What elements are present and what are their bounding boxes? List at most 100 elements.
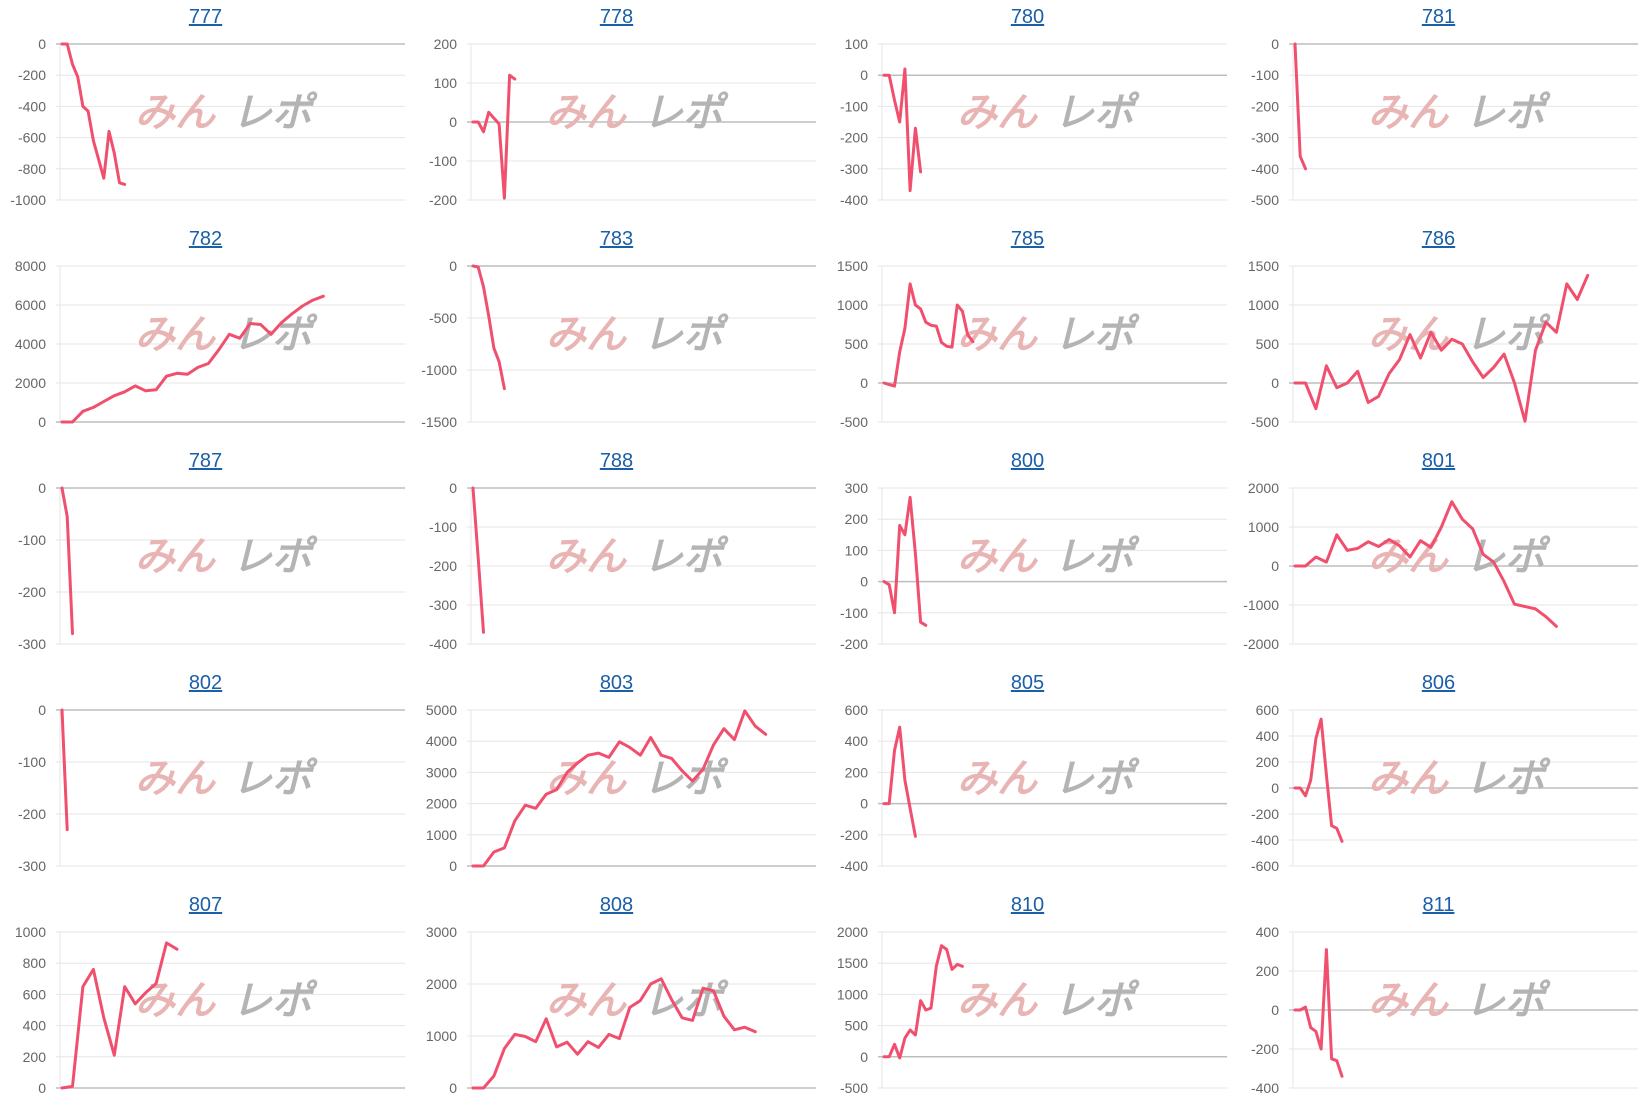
y-tick-label: -100 xyxy=(429,519,457,535)
chart-title-link[interactable]: 810 xyxy=(1010,894,1045,916)
svg-text:レポ: レポ xyxy=(1465,312,1551,358)
chart-title-link[interactable]: 811 xyxy=(1422,894,1455,916)
line-chart: 1500 1000 500 0 -500 みん レポ xyxy=(1248,258,1638,430)
y-tick-label: -300 xyxy=(18,858,46,874)
chart-title-link[interactable]: 803 xyxy=(599,672,634,694)
y-tick-label: 100 xyxy=(434,75,458,91)
svg-text:みん: みん xyxy=(546,90,628,136)
y-tick-label: 500 xyxy=(1256,336,1280,352)
svg-text:みん: みん xyxy=(957,978,1039,1024)
y-tick-label: 200 xyxy=(845,511,869,527)
line-chart: 1000 800 600 400 200 0 みん レポ xyxy=(15,924,405,1096)
chart-panel-810: 2000 1500 1000 500 0 -500 みん レポ 810 xyxy=(822,888,1233,1110)
line-chart: 600 400 200 0 -200 -400 -600 みん レポ xyxy=(1251,702,1638,874)
chart-title-link[interactable]: 807 xyxy=(188,894,223,916)
svg-text:みん: みん xyxy=(1368,978,1450,1024)
chart-title-link[interactable]: 781 xyxy=(1421,6,1456,28)
chart-title-link[interactable]: 780 xyxy=(1010,6,1045,28)
series-line-785 xyxy=(882,282,975,388)
y-tick-label: -400 xyxy=(1251,161,1279,177)
y-tick-label: 0 xyxy=(38,702,46,718)
y-tick-label: 0 xyxy=(38,480,46,496)
y-tick-label: -200 xyxy=(18,584,46,600)
watermark-logo: みん レポ xyxy=(546,534,729,580)
svg-text:みん: みん xyxy=(546,312,628,358)
y-tick-label: -100 xyxy=(429,153,457,169)
svg-text:みん: みん xyxy=(957,756,1039,802)
series-line-806 xyxy=(1293,717,1344,843)
svg-text:レポ: レポ xyxy=(643,756,729,802)
y-tick-label: -400 xyxy=(1251,1080,1279,1096)
chart-title-link[interactable]: 785 xyxy=(1010,228,1045,250)
chart-title-link[interactable]: 783 xyxy=(599,228,634,250)
svg-text:みん: みん xyxy=(957,534,1039,580)
chart-panel-811: 400 200 0 -200 -400 みん レポ 811 xyxy=(1233,888,1644,1110)
chart-panel-783: 0 -500 -1000 -1500 みん レポ 783 xyxy=(411,222,822,444)
y-tick-label: 5000 xyxy=(426,702,457,718)
series-line-808 xyxy=(471,977,757,1090)
watermark-logo: みん レポ xyxy=(957,534,1140,580)
y-tick-label: 1500 xyxy=(1248,258,1279,274)
y-tick-label: -500 xyxy=(1251,192,1279,208)
chart-title-link[interactable]: 787 xyxy=(188,450,223,472)
svg-text:みん: みん xyxy=(546,756,628,802)
y-tick-label: -400 xyxy=(429,636,457,652)
chart-title-link[interactable]: 805 xyxy=(1010,672,1045,694)
watermark-logo: みん レポ xyxy=(135,312,318,358)
series-line-801 xyxy=(1293,500,1558,628)
series-line-778 xyxy=(471,73,517,200)
y-tick-label: 3000 xyxy=(426,764,457,780)
watermark-logo: みん レポ xyxy=(1368,534,1551,580)
chart-title-link[interactable]: 782 xyxy=(188,228,223,250)
chart-title-link[interactable]: 801 xyxy=(1421,450,1456,472)
svg-text:レポ: レポ xyxy=(1465,90,1551,136)
y-tick-label: -200 xyxy=(1251,806,1279,822)
y-tick-label: 6000 xyxy=(15,297,46,313)
svg-text:レポ: レポ xyxy=(643,312,729,358)
y-tick-label: 100 xyxy=(845,36,869,52)
chart-panel-785: 1500 1000 500 0 -500 みん レポ 785 xyxy=(822,222,1233,444)
chart-title-link[interactable]: 808 xyxy=(599,894,634,916)
y-tick-label: -1000 xyxy=(421,362,457,378)
series-line-807 xyxy=(60,941,179,1090)
chart-title-link[interactable]: 786 xyxy=(1421,228,1456,250)
series-line-805 xyxy=(882,725,917,838)
y-tick-label: 0 xyxy=(860,796,868,812)
y-tick-label: -200 xyxy=(840,636,868,652)
svg-text:みん: みん xyxy=(546,978,628,1024)
y-tick-label: 200 xyxy=(1256,754,1280,770)
y-tick-label: 1000 xyxy=(426,827,457,843)
line-chart: 100 0 -100 -200 -300 -400 みん レポ xyxy=(840,36,1227,208)
y-tick-label: -500 xyxy=(429,310,457,326)
series-line-811 xyxy=(1293,948,1344,1078)
y-tick-label: 0 xyxy=(38,414,46,430)
chart-title-link[interactable]: 777 xyxy=(188,6,223,28)
chart-title-link[interactable]: 806 xyxy=(1421,672,1456,694)
line-chart: 1500 1000 500 0 -500 みん レポ xyxy=(837,258,1227,430)
svg-text:レポ: レポ xyxy=(1054,534,1140,580)
chart-title-link[interactable]: 800 xyxy=(1010,450,1045,472)
line-chart: 8000 6000 4000 2000 0 みん レポ xyxy=(15,258,405,430)
series-line-800 xyxy=(882,495,928,627)
line-chart: 600 400 200 0 -200 -400 みん レポ xyxy=(840,702,1227,874)
chart-title-link[interactable]: 802 xyxy=(188,672,223,694)
y-tick-label: -500 xyxy=(840,1080,868,1096)
svg-text:レポ: レポ xyxy=(232,90,318,136)
y-tick-label: 0 xyxy=(38,1080,46,1096)
chart-panel-805: 600 400 200 0 -200 -400 みん レポ 805 xyxy=(822,666,1233,888)
y-tick-label: 2000 xyxy=(426,976,457,992)
chart-title-link[interactable]: 788 xyxy=(599,450,634,472)
svg-text:レポ: レポ xyxy=(643,90,729,136)
y-tick-label: -1500 xyxy=(421,414,457,430)
svg-text:レポ: レポ xyxy=(232,312,318,358)
line-chart: 0 -500 -1000 -1500 みん レポ xyxy=(421,258,816,430)
chart-title-link[interactable]: 778 xyxy=(599,6,634,28)
svg-text:レポ: レポ xyxy=(1054,312,1140,358)
y-tick-label: 0 xyxy=(1271,36,1279,52)
y-tick-label: 0 xyxy=(1271,780,1279,796)
y-tick-label: 0 xyxy=(1271,1002,1279,1018)
svg-text:みん: みん xyxy=(546,534,628,580)
y-tick-label: 0 xyxy=(1271,558,1279,574)
svg-text:みん: みん xyxy=(135,756,217,802)
